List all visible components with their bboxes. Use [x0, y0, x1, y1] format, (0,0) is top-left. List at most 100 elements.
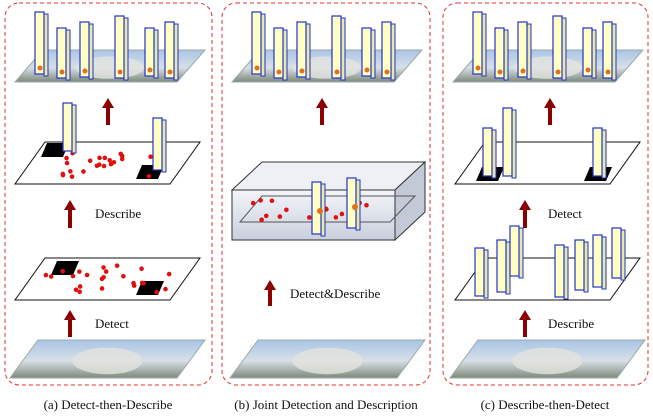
keypoint: [340, 212, 345, 217]
descriptor: [63, 103, 72, 151]
arrow-head: [519, 200, 531, 210]
keypoint: [60, 269, 65, 274]
keypoint: [476, 66, 481, 71]
descriptor: [252, 12, 261, 74]
step-label: Detect: [548, 206, 582, 221]
arrow-head: [64, 310, 76, 320]
keypoint: [97, 156, 102, 161]
keypoint: [104, 269, 109, 274]
descriptor: [575, 240, 584, 290]
keypoint: [300, 69, 305, 74]
keypoint: [277, 70, 282, 75]
descriptor: [35, 12, 44, 74]
keypoint: [68, 169, 73, 174]
descriptor-side: [506, 242, 510, 294]
descriptor: [347, 178, 356, 228]
arrow-head: [316, 98, 328, 108]
keypoint: [77, 289, 82, 294]
keypoint: [49, 274, 54, 279]
keypoint: [65, 161, 70, 166]
arrow-head: [264, 280, 276, 290]
keypoint: [115, 263, 120, 268]
descriptor: [115, 16, 124, 78]
keypoint: [85, 273, 90, 278]
keypoint: [163, 287, 168, 292]
descriptor: [483, 128, 492, 176]
step-label: Describe: [95, 206, 141, 221]
keypoint: [147, 174, 152, 179]
step-label: Detect&Describe: [290, 286, 380, 301]
descriptor-side: [371, 30, 375, 78]
descriptor: [497, 240, 506, 292]
descriptor: [593, 128, 602, 176]
keypoint: [168, 70, 173, 75]
descriptor-side: [504, 30, 508, 80]
keypoint: [498, 70, 503, 75]
photo-building: [292, 348, 362, 375]
keypoint: [154, 290, 159, 295]
keypoint: [270, 198, 275, 203]
keypoint: [101, 265, 106, 270]
descriptor-side: [174, 24, 178, 80]
keypoint: [167, 272, 172, 277]
keypoint: [71, 274, 76, 279]
descriptor: [473, 12, 482, 74]
keypoint: [132, 283, 137, 288]
descriptor-side: [162, 120, 166, 172]
descriptor: [153, 118, 162, 170]
descriptor-side: [391, 24, 395, 80]
keypoint: [83, 69, 88, 74]
keypoint: [521, 69, 526, 74]
keypoint: [365, 68, 370, 73]
descriptor: [555, 245, 564, 297]
step-label: Describe: [548, 316, 594, 331]
keypoint: [120, 157, 125, 162]
keypoint: [61, 173, 66, 178]
keypoint: [259, 218, 264, 223]
keypoint: [364, 203, 369, 208]
descriptor-side: [492, 130, 496, 178]
descriptor-side: [484, 250, 488, 298]
keypoint: [255, 66, 260, 71]
descriptor-side: [283, 30, 287, 80]
keypoint: [278, 214, 283, 219]
figure: (a) Detect-then-Describe (b) Joint Detec…: [0, 0, 653, 419]
keypoint: [88, 158, 93, 163]
keypoint: [606, 70, 611, 75]
arrow-head: [544, 98, 556, 108]
plane: [15, 258, 200, 300]
descriptor: [332, 16, 341, 78]
descriptor: [503, 108, 512, 176]
keypoint: [60, 70, 65, 75]
descriptor-side: [306, 24, 310, 79]
keypoint: [264, 214, 269, 219]
descriptor: [612, 228, 621, 278]
keypoint: [77, 269, 82, 274]
caption: (a) Detect-then-Describe: [44, 397, 173, 412]
caption: (b) Joint Detection and Description: [234, 397, 418, 412]
keypoint: [101, 275, 106, 280]
plane: [15, 142, 200, 184]
keypoint: [121, 274, 126, 279]
keypoint: [140, 281, 145, 286]
keypoint: [556, 70, 561, 75]
keypoint: [107, 158, 112, 163]
keypoint: [317, 208, 323, 214]
keypoint: [251, 201, 256, 206]
keypoint: [258, 198, 263, 203]
volume-top: [232, 162, 425, 190]
keypoint: [352, 204, 358, 210]
arrow-head: [64, 200, 76, 210]
arrow-head: [519, 310, 531, 320]
descriptor: [312, 182, 321, 234]
arrow-head: [102, 98, 114, 108]
keypoint: [307, 215, 312, 220]
descriptor: [593, 235, 602, 287]
descriptor-side: [261, 14, 265, 76]
keypoint: [148, 68, 153, 73]
descriptor-side: [341, 18, 345, 80]
descriptor-side: [482, 14, 486, 76]
keypoint: [586, 68, 591, 73]
keypoint: [78, 284, 83, 289]
keypoint: [118, 70, 123, 75]
